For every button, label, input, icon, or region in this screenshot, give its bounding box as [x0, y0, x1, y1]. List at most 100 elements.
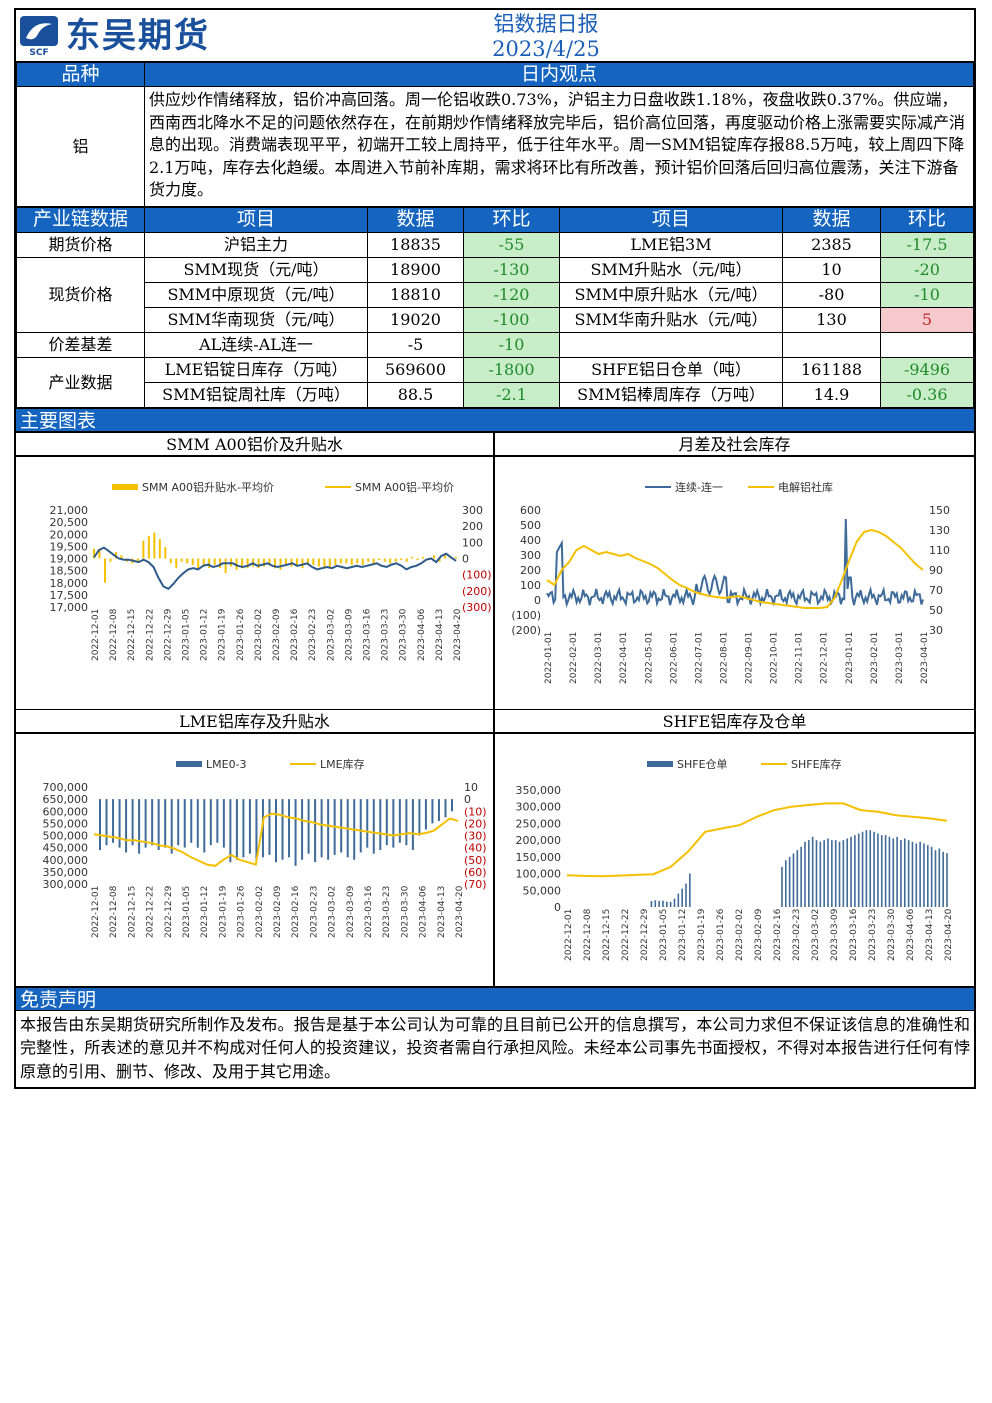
bar [784, 859, 787, 907]
bar [781, 866, 783, 907]
bar [301, 798, 304, 860]
item-change: -1800 [463, 356, 560, 383]
bar [394, 558, 397, 562]
x-tick-label: 2022-10-01 [770, 631, 780, 683]
bar [209, 798, 212, 845]
x-tick-label: 2023-03-30 [400, 885, 410, 938]
x-tick-label: 2023-01-05 [182, 885, 192, 937]
bar [288, 798, 291, 857]
bar [850, 836, 852, 907]
y-tick-label: (100) [511, 609, 541, 622]
y-tick-label: 400,000 [43, 853, 89, 866]
table-row: 现货价格 SMM现货（元/吨） 18900 -130 SMM升贴水（元/吨） 10 -20 [16, 256, 974, 333]
bar [158, 538, 161, 558]
x-tick-label: 2022-12-01 [91, 608, 101, 660]
y2-tick-label: 100 [462, 536, 483, 549]
x-tick-label: 2022-01-01 [544, 631, 554, 683]
x-tick-label: 2023-03-16 [363, 608, 373, 661]
bar [125, 798, 128, 852]
report-sheet: SCF 东吴期货 铝数据日报 2023/4/25 品种 日内观点 铝 供应炒作情… [14, 8, 976, 1089]
x-tick-label: 2023-02-16 [290, 608, 300, 661]
x-tick-label: 2022-04-01 [619, 631, 629, 683]
x-tick-label: 2023-02-02 [735, 908, 745, 960]
x-tick-label: 2022-12-01 [564, 908, 574, 960]
bar [658, 900, 660, 907]
bar [919, 841, 921, 907]
x-tick-label: 2022-12-22 [145, 608, 155, 660]
x-tick-label: 2022-12-29 [164, 885, 174, 938]
bar [216, 798, 219, 843]
y2-tick-label: (20) [464, 817, 487, 830]
legend-label: 连续-连一 [675, 480, 723, 494]
bar [268, 558, 271, 565]
report-header: SCF 东吴期货 铝数据日报 2023/4/25 [16, 10, 974, 62]
bar [307, 798, 310, 854]
x-tick-label: 2022-06-01 [669, 631, 679, 683]
x-tick-label: 2023-02-09 [272, 608, 282, 661]
x-tick-label: 2022-02-01 [569, 631, 579, 683]
x-tick-label: 2023-04-13 [925, 908, 935, 960]
bar [819, 841, 822, 907]
x-tick-label: 2022-12-08 [109, 608, 119, 661]
bar [301, 558, 304, 568]
bar [224, 558, 227, 573]
x-tick-label: 2023-02-23 [792, 908, 802, 960]
y-tick-label: 100 [520, 579, 541, 592]
y-tick-label: 19,000 [50, 552, 89, 565]
bar [151, 798, 154, 845]
item-value [782, 331, 881, 358]
bar [444, 798, 447, 817]
y2-tick-label: (100) [462, 568, 492, 581]
item-name [559, 331, 783, 358]
bar [169, 558, 172, 563]
y2-tick-label: 30 [929, 624, 943, 637]
x-tick-label: 2023-02-01 [870, 631, 880, 683]
bar [854, 834, 856, 907]
x-tick-label: 2022-12-15 [602, 908, 612, 960]
bar [896, 836, 898, 907]
y2-tick-label: (10) [464, 805, 487, 818]
x-tick-label: 2023-03-23 [868, 908, 878, 960]
bar [416, 558, 419, 560]
bar [846, 837, 849, 907]
y-tick-label: 20,000 [50, 528, 89, 541]
item-name: SMM铝锭周社库（万吨） [144, 381, 368, 408]
y2-tick-label: 0 [464, 793, 471, 806]
x-tick-label: 2023-04-20 [453, 608, 463, 661]
bar [808, 839, 810, 907]
series-spread [546, 518, 924, 608]
series-stock [566, 801, 948, 877]
x-tick-label: 2022-11-01 [795, 631, 805, 683]
x-tick-label: 2023-03-01 [895, 631, 905, 683]
item-change: -20 [880, 256, 974, 283]
bar [235, 798, 238, 860]
x-tick-label: 2023-03-23 [382, 885, 392, 937]
table-row: 期货价格 沪铝主力 18835 -55 LME铝3M 2385 -17.5 [16, 231, 974, 258]
x-tick-label: 2023-03-16 [849, 908, 859, 961]
y-tick-label: 700,000 [43, 781, 89, 794]
bar [804, 841, 806, 907]
item-change: -9496 [880, 356, 974, 383]
bar [131, 798, 134, 845]
x-tick-label: 2022-12-15 [127, 608, 137, 660]
bar [418, 798, 421, 835]
y-tick-label: 300 [520, 549, 541, 562]
bar [274, 558, 276, 568]
bar [361, 558, 364, 565]
x-tick-label: 2023-03-02 [326, 608, 336, 660]
bar [424, 798, 427, 829]
bar [312, 558, 315, 565]
item-name: SMM华南升贴水（元/吨） [559, 306, 783, 333]
bar [455, 556, 457, 558]
item-value: -80 [782, 281, 881, 308]
x-tick-label: 2023-04-06 [417, 608, 427, 661]
col-view-header: 日内观点 [144, 62, 974, 87]
bar [372, 798, 375, 854]
bar [263, 558, 266, 567]
bar [327, 798, 330, 860]
item-change: -55 [463, 231, 560, 258]
group-name: 现货价格 [16, 256, 145, 333]
x-tick-label: 2022-05-01 [644, 631, 654, 683]
bar [451, 798, 453, 811]
bar [366, 798, 369, 848]
